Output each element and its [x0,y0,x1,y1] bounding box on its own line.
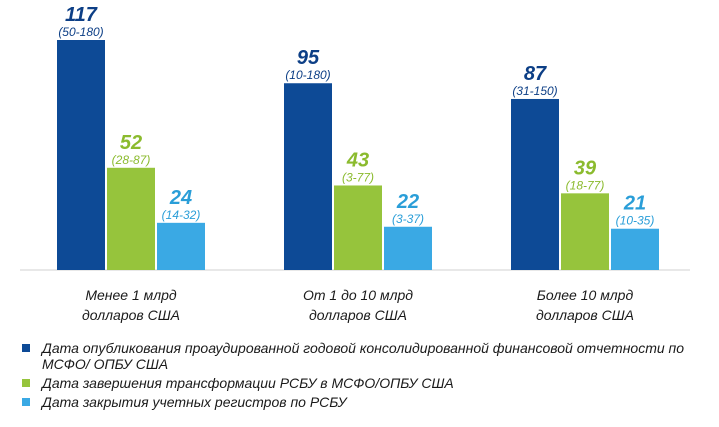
value-label-closing-2: 22 [396,191,419,213]
bar-chart: 117(50-180) 52(28-87) 24(14-32) 95(10-180) 4… [20,4,690,323]
bar-transformation-2 [334,185,382,270]
bar-closing-1 [157,222,205,270]
category-label-3-line-1: Более 10 млрд [537,287,634,303]
value-label-publication-2: 95 [297,47,320,69]
bar-publication-1 [57,40,105,270]
bars-group [57,40,659,270]
value-label-transformation-1: 52 [120,132,142,154]
value-label-transformation-2: 43 [346,149,369,171]
range-label-transformation-2: (3-77) [342,170,374,184]
legend-swatch-closing [22,398,30,406]
legend-item-publication: Дата опубликования проаудированной годов… [20,340,710,372]
legend-swatch-publication [22,344,30,352]
range-label-publication-3: (31-150) [512,84,557,98]
range-label-transformation-3: (18-77) [566,178,605,192]
value-label-publication-3: 87 [524,63,547,85]
bar-closing-3 [611,228,659,270]
range-label-publication-2: (10-180) [285,68,330,82]
value-label-publication-1: 117 [65,4,98,26]
bar-closing-2 [384,226,432,270]
category-labels-group: Менее 1 млрд долларов США От 1 до 10 млрд д… [82,287,634,323]
legend-swatch-transformation [22,379,30,387]
value-label-closing-1: 24 [169,187,192,209]
bar-transformation-1 [107,167,155,270]
category-label-2-line-2: долларов США [309,307,407,323]
range-label-closing-1: (14-32) [162,208,201,222]
bar-publication-3 [511,98,559,270]
category-label-1-line-1: Менее 1 млрд [85,287,177,303]
legend-label-closing: Дата закрытия учетных регистров по РСБУ [42,394,347,410]
range-label-publication-1: (50-180) [58,25,103,39]
category-label-1-line-2: долларов США [82,307,180,323]
category-label-3-line-2: долларов США [536,307,634,323]
range-label-closing-3: (10-35) [616,214,655,228]
value-label-closing-3: 21 [623,193,646,215]
value-label-transformation-3: 39 [574,157,597,179]
bar-publication-2 [284,83,332,270]
legend-label-transformation: Дата завершения трансформации РСБУ в МСФ… [42,375,454,391]
legend-label-publication: Дата опубликования проаудированной годов… [42,340,685,372]
range-label-closing-2: (3-37) [392,212,424,226]
range-label-transformation-1: (28-87) [112,153,151,167]
category-label-2-line-1: От 1 до 10 млрд [303,287,413,303]
legend: Дата опубликования проаудированной годов… [20,340,710,413]
value-labels-group: 117(50-180) 52(28-87) 24(14-32) 95(10-180) 4… [58,4,654,228]
legend-item-transformation: Дата завершения трансформации РСБУ в МСФ… [20,375,710,391]
legend-item-closing: Дата закрытия учетных регистров по РСБУ [20,394,710,410]
bar-transformation-3 [561,193,609,270]
